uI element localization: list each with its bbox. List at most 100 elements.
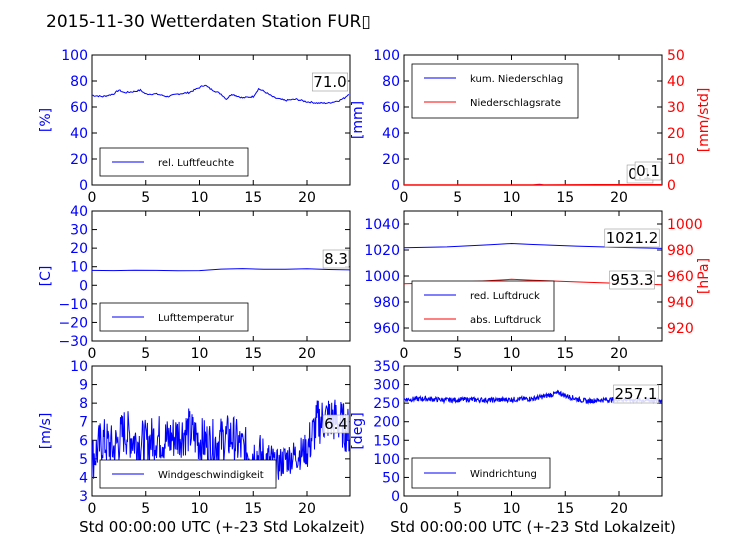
legend-entry: Windrichtung (470, 469, 537, 480)
figure-title: 2015-11-30 Wetterdaten Station FUR▯ (46, 12, 371, 32)
y-tick-label: 60 (382, 100, 400, 116)
y2-tick-label: 940 (667, 295, 694, 311)
y2-tick-label: 920 (667, 321, 694, 337)
x-tick-label: 5 (141, 346, 150, 362)
x-tick-label: 5 (453, 501, 462, 517)
y-tick-label: 4 (79, 470, 88, 486)
x-tick-label: 0 (88, 346, 97, 362)
y2-tick-label: 1000 (667, 217, 703, 233)
x-tick-label: 10 (191, 501, 209, 517)
legend-entry: kum. Niederschlag (470, 74, 563, 85)
y-tick-label: 250 (373, 396, 400, 412)
x-tick-label: 0 (400, 346, 409, 362)
current-value-label: 953.3 (611, 271, 654, 289)
y2-tick-label: 980 (667, 243, 694, 259)
x-tick-label: 5 (453, 346, 462, 362)
y-tick-label: 9 (79, 378, 88, 394)
y-axis-label: [mm] (350, 101, 366, 139)
y-tick-label: 7 (79, 415, 88, 431)
legend-temperature: Lufttemperatur (100, 303, 248, 331)
current-value-label: 1021.2 (606, 229, 659, 247)
y-tick-label: 0 (391, 489, 400, 505)
legend-precipitation: kum. Niederschlag Niederschlagsrate (412, 64, 578, 118)
current-value-label: 257.1 (615, 385, 658, 403)
x-tick-label: 15 (556, 501, 574, 517)
x-tick-label: 10 (191, 346, 209, 362)
legend-entry: rel. Luftfeuchte (158, 158, 234, 169)
y-tick-label: 20 (70, 241, 88, 257)
x-tick-label: 5 (141, 190, 150, 206)
x-tick-label: 10 (503, 501, 521, 517)
y-tick-label: 1000 (364, 269, 400, 285)
x-tick-label: 10 (191, 190, 209, 206)
y-axis-label: [C] (38, 266, 54, 287)
x-tick-label: 0 (400, 190, 409, 206)
y-axis-label: [m/s] (38, 413, 54, 450)
x-tick-label: 15 (244, 346, 262, 362)
current-value-label: 8.3 (324, 250, 348, 268)
y-axis-label: [deg] (350, 412, 366, 449)
y-tick-label: 0 (79, 278, 88, 294)
y2-tick-label: 50 (667, 48, 685, 64)
y2-tick-label: 40 (667, 74, 685, 90)
y-tick-label: 40 (382, 126, 400, 142)
y-tick-label: −20 (58, 315, 88, 331)
x-tick-label: 5 (453, 190, 462, 206)
legend-wind_speed: Windgeschwindigkeit (100, 460, 276, 488)
y-tick-label: 20 (382, 152, 400, 168)
y-tick-label: 350 (373, 359, 400, 375)
y2-axis-label: [mm/std] (696, 88, 712, 153)
current-value-label: 0.1 (636, 162, 660, 180)
y2-tick-label: 960 (667, 269, 694, 285)
x-tick-label: 15 (556, 190, 574, 206)
y-tick-label: 0 (79, 178, 88, 194)
y-tick-label: 300 (373, 378, 400, 394)
y-tick-label: 960 (373, 321, 400, 337)
legend-entry: Windgeschwindigkeit (158, 470, 264, 481)
y-axis-label: [%] (38, 108, 54, 132)
y2-axis-label: [hPa] (696, 258, 712, 294)
x-tick-label: 20 (610, 190, 628, 206)
legend-entry: Lufttemperatur (158, 313, 235, 324)
x-tick-label: 0 (88, 501, 97, 517)
x-axis-label-left: Std 00:00:00 UTC (+-23 Std Lokalzeit) (79, 518, 365, 536)
legend-entry: Niederschlagsrate (470, 98, 561, 109)
y-tick-label: −10 (58, 297, 88, 313)
legend-entry: abs. Luftdruck (470, 315, 541, 326)
y-tick-label: 0 (391, 178, 400, 194)
y2-tick-label: 30 (667, 100, 685, 116)
y-tick-label: 150 (373, 433, 400, 449)
x-tick-label: 0 (400, 501, 409, 517)
x-tick-label: 15 (244, 501, 262, 517)
x-tick-label: 20 (610, 501, 628, 517)
x-tick-label: 10 (503, 346, 521, 362)
y-tick-label: 1040 (364, 217, 400, 233)
x-tick-label: 15 (244, 190, 262, 206)
y-tick-label: 40 (70, 126, 88, 142)
current-value-label: 71.0 (313, 73, 346, 91)
legend-entry: red. Luftdruck (470, 291, 540, 302)
y-tick-label: 3 (79, 489, 88, 505)
y-tick-label: 80 (70, 74, 88, 90)
legend-humidity: rel. Luftfeuchte (100, 148, 248, 176)
y-tick-label: −30 (58, 334, 88, 350)
y2-tick-label: 20 (667, 126, 685, 142)
x-tick-label: 15 (556, 346, 574, 362)
x-tick-label: 20 (298, 346, 316, 362)
x-tick-label: 20 (298, 501, 316, 517)
series-line-niederschlagsrate (404, 184, 662, 185)
y-tick-label: 20 (70, 152, 88, 168)
y-tick-label: 6 (79, 433, 88, 449)
legend-box (412, 64, 578, 118)
x-tick-label: 20 (610, 346, 628, 362)
y-tick-label: 60 (70, 100, 88, 116)
x-tick-label: 10 (503, 190, 521, 206)
y-tick-label: 10 (70, 260, 88, 276)
legend-pressure: red. Luftdruck abs. Luftdruck (412, 281, 554, 331)
